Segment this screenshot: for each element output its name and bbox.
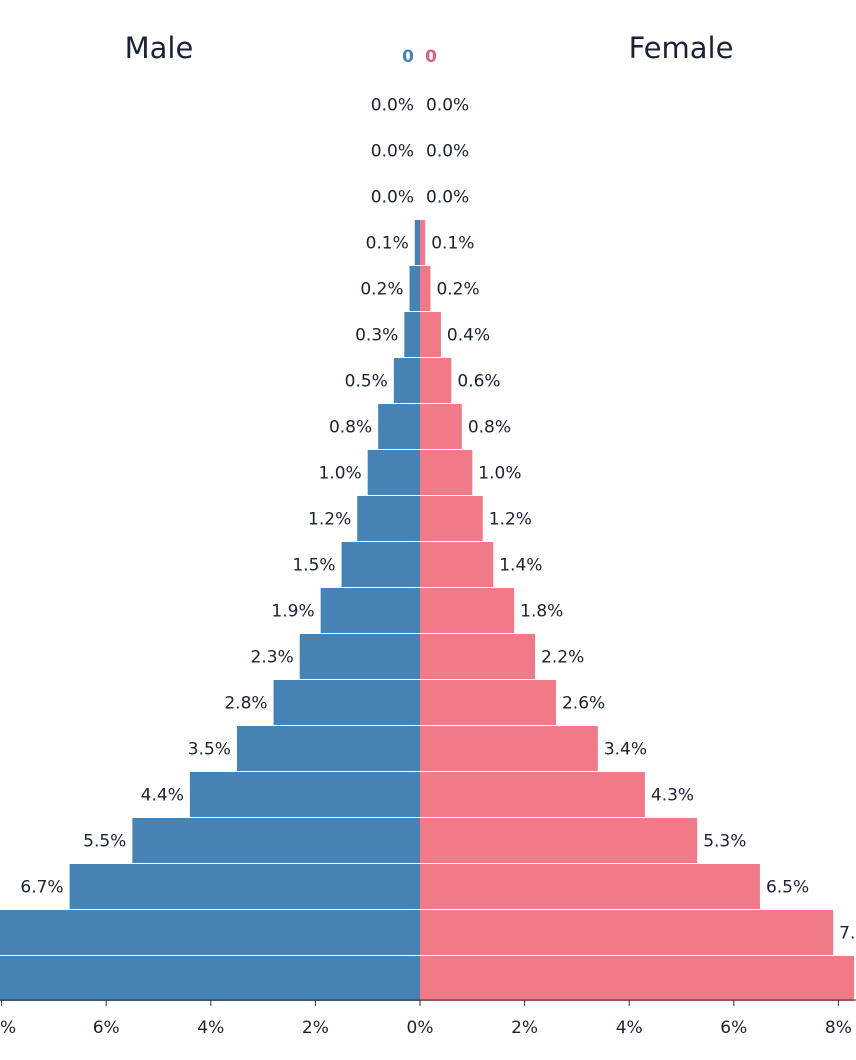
female-bar: [420, 266, 431, 311]
male-data-label: 6.7%: [20, 878, 63, 898]
female-data-label: 1.0%: [478, 464, 521, 484]
male-data-label: 5.5%: [83, 832, 126, 852]
male-bar: [357, 496, 420, 541]
female-header: Female: [629, 31, 734, 65]
female-bar: [420, 312, 441, 357]
x-tick-label: 6%: [93, 1018, 120, 1038]
female-data-label: 2.2%: [541, 648, 584, 668]
male-bar: [320, 588, 420, 633]
x-tick-label: 2%: [511, 1018, 538, 1038]
male-bar: [393, 358, 420, 403]
male-bar: [414, 220, 420, 265]
female-bar: [420, 910, 834, 955]
x-tick-label: 2%: [302, 1018, 329, 1038]
female-bar: [420, 358, 452, 403]
female-counter: 0: [425, 47, 437, 67]
x-tick-label: 4%: [616, 1018, 643, 1038]
female-data-label: 0.0%: [426, 188, 469, 208]
x-axis: % 6% 4% 2% 0% 2% 4% 6% 8%: [0, 999, 856, 1038]
male-data-label: 1.2%: [308, 510, 351, 530]
male-bar: [236, 726, 420, 771]
female-data-label: 2.6%: [562, 694, 605, 714]
female-data-label: 0.8%: [468, 418, 511, 438]
male-bar: [404, 312, 420, 357]
female-bar: [420, 404, 462, 449]
female-bar: [420, 864, 760, 909]
male-bar: [132, 818, 420, 863]
male-bar: [378, 404, 420, 449]
male-data-label: 0.2%: [360, 280, 403, 300]
male-bar: [0, 956, 420, 1001]
male-data-label: 2.8%: [224, 694, 267, 714]
female-bar: [420, 726, 598, 771]
bars-group: [0, 220, 855, 1001]
female-bar: [420, 680, 556, 725]
male-bar: [0, 910, 420, 955]
male-bar: [273, 680, 420, 725]
male-data-label: 1.0%: [318, 464, 361, 484]
female-data-label: 0.4%: [447, 326, 490, 346]
female-data-label: 5.3%: [703, 832, 746, 852]
male-data-label: 0.5%: [345, 372, 388, 392]
female-data-label: 1.4%: [499, 556, 542, 576]
x-tick-label: 4%: [197, 1018, 224, 1038]
x-tick-label: 6%: [720, 1018, 747, 1038]
male-data-label: 0.1%: [366, 234, 409, 254]
x-tick-label: 8%: [825, 1018, 852, 1038]
female-data-label: 0.0%: [426, 96, 469, 116]
female-data-label: 3.4%: [604, 740, 647, 760]
female-bar: [420, 496, 483, 541]
male-counter: 0: [402, 47, 414, 67]
female-data-label: 6.5%: [766, 878, 809, 898]
female-bar: [420, 220, 426, 265]
male-bar: [189, 772, 420, 817]
female-data-label: 0.1%: [431, 234, 474, 254]
male-data-label: 0.0%: [371, 96, 414, 116]
female-data-label: 0.6%: [457, 372, 500, 392]
data-labels-group: 0.0% 0.0% 0.0% 0.0% 0.0% 0.0% 0.1% 0.1% 0.2% 0.2%…: [20, 96, 856, 944]
male-header: Male: [125, 31, 194, 65]
female-data-label: 0.2%: [436, 280, 479, 300]
male-bar: [409, 266, 420, 311]
male-bar: [299, 634, 420, 679]
male-data-label: 1.9%: [271, 602, 314, 622]
female-data-label: 7.9: [839, 924, 856, 944]
female-bar: [420, 956, 855, 1001]
female-bar: [420, 772, 645, 817]
female-data-label: 0.0%: [426, 142, 469, 162]
male-data-label: 0.3%: [355, 326, 398, 346]
male-bar: [367, 450, 420, 495]
female-data-label: 4.3%: [651, 786, 694, 806]
male-data-label: 2.3%: [251, 648, 294, 668]
x-tick-label: %: [0, 1018, 16, 1038]
male-bar: [69, 864, 420, 909]
male-data-label: 0.8%: [329, 418, 372, 438]
male-data-label: 0.0%: [371, 142, 414, 162]
male-bar: [341, 542, 420, 587]
male-data-label: 0.0%: [371, 188, 414, 208]
male-data-label: 4.4%: [141, 786, 184, 806]
female-bar: [420, 450, 473, 495]
female-data-label: 1.8%: [520, 602, 563, 622]
female-bar: [420, 818, 698, 863]
x-tick-label: 0%: [407, 1018, 434, 1038]
female-bar: [420, 588, 515, 633]
male-data-label: 1.5%: [292, 556, 335, 576]
female-bar: [420, 634, 536, 679]
female-data-label: 1.2%: [489, 510, 532, 530]
male-data-label: 3.5%: [188, 740, 231, 760]
female-bar: [420, 542, 494, 587]
